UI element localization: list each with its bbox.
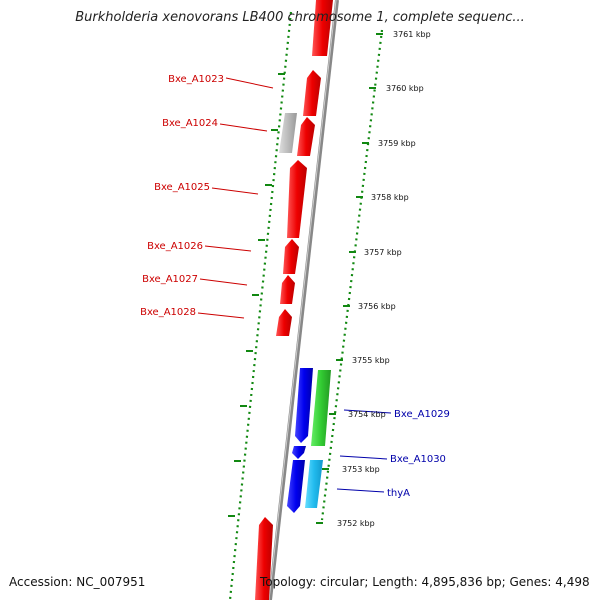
scale-tick-label: 3752 kbp <box>337 519 375 528</box>
gene-blue-lower-arrow[interactable] <box>287 460 305 513</box>
gene-top-partial[interactable] <box>312 0 333 56</box>
accession-label: Accession: NC_007951 <box>9 575 146 589</box>
gene-label[interactable]: thyA <box>387 488 410 499</box>
label-leader-lines <box>197 77 392 493</box>
gene-bxe-a1026-arrow[interactable] <box>283 239 299 274</box>
scale-tick-label: 3753 kbp <box>342 465 380 474</box>
gene-bottom-partial[interactable] <box>255 517 273 600</box>
scale-tick-label: 3754 kbp <box>348 410 386 419</box>
gene-bxe-a1024-arrow[interactable] <box>279 113 297 153</box>
gene-label[interactable]: Bxe_A1024 <box>162 118 218 129</box>
scale-tick-label: 3760 kbp <box>386 84 424 93</box>
genome-summary-label: Topology: circular; Length: 4,895,836 bp… <box>260 575 590 589</box>
gene-bxe-a1029-arrow[interactable] <box>311 370 331 446</box>
gene-label[interactable]: Bxe_A1025 <box>154 182 210 193</box>
gene-bxe-a1024b-arrow[interactable] <box>297 117 315 156</box>
gene-blue-large-arrow[interactable] <box>295 368 313 443</box>
gene-label[interactable]: Bxe_A1030 <box>390 454 446 465</box>
gene-bxe-a1023-arrow[interactable] <box>303 70 321 116</box>
scale-tick-labels: 3761 kbp 3760 kbp 3759 kbp 3758 kbp 3757… <box>337 30 431 528</box>
left-ring-ticks <box>228 73 285 517</box>
gene-bxe-a1027-arrow[interactable] <box>280 275 295 304</box>
map-title: Burkholderia xenovorans LB400 chromosome… <box>75 10 525 25</box>
gene-bxe-a1030-arrow[interactable] <box>292 446 306 459</box>
right-dotted-ring <box>320 29 384 521</box>
gene-label[interactable]: Bxe_A1028 <box>140 307 196 318</box>
gene-labels-right: Bxe_A1029 Bxe_A1030 thyA <box>387 409 450 499</box>
scale-tick-label: 3755 kbp <box>352 356 390 365</box>
scale-tick-label: 3761 kbp <box>393 30 431 39</box>
gene-label[interactable]: Bxe_A1027 <box>142 274 198 285</box>
scale-tick-label: 3758 kbp <box>371 193 409 202</box>
genome-backbone <box>268 0 339 600</box>
scale-ticks <box>316 33 383 524</box>
gene-bxe-a1028-arrow[interactable] <box>276 309 292 336</box>
gene-label[interactable]: Bxe_A1029 <box>394 409 450 420</box>
gene-thya-arrow[interactable] <box>305 460 323 508</box>
left-dotted-ring <box>228 11 293 600</box>
scale-tick-label: 3756 kbp <box>358 302 396 311</box>
gene-label[interactable]: Bxe_A1026 <box>147 241 203 252</box>
gene-bxe-a1025-arrow[interactable] <box>287 160 307 238</box>
scale-tick-label: 3759 kbp <box>378 139 416 148</box>
gene-label[interactable]: Bxe_A1023 <box>168 74 224 85</box>
gene-labels-left: Bxe_A1023 Bxe_A1024 Bxe_A1025 Bxe_A1026 … <box>140 74 224 318</box>
scale-tick-label: 3757 kbp <box>364 248 402 257</box>
